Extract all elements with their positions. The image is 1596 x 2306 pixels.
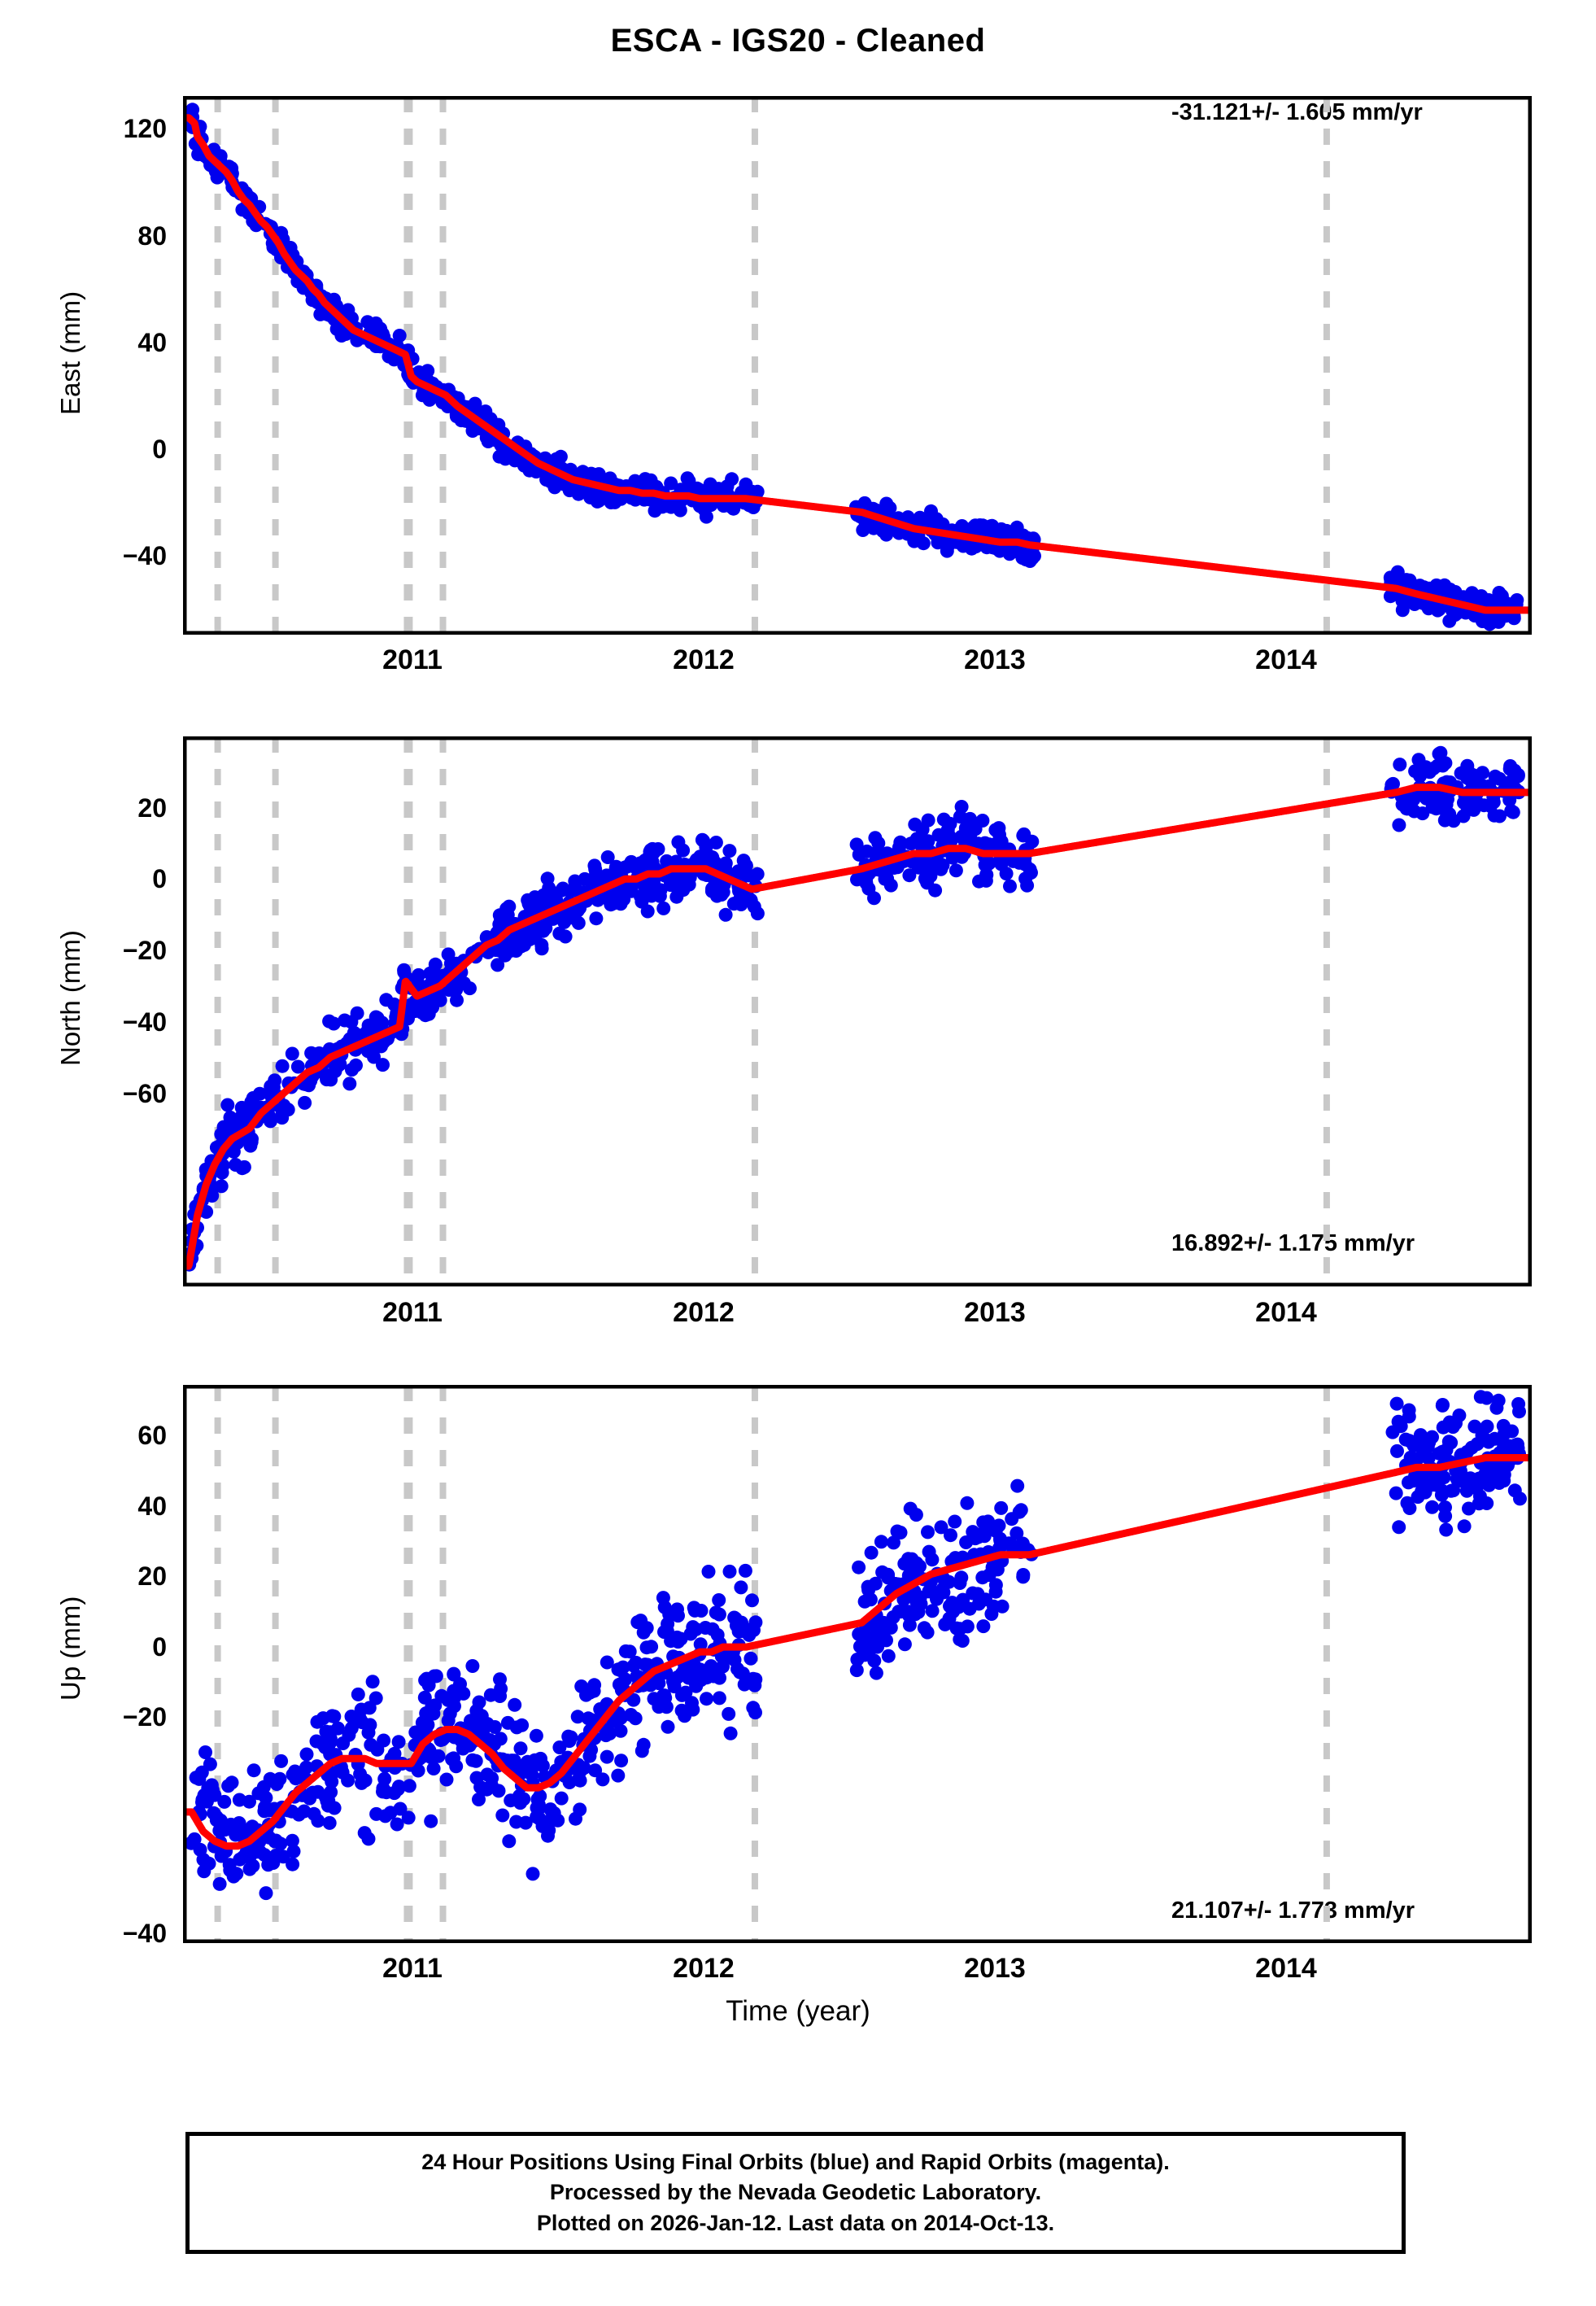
- east-xtick-2012: 2012: [673, 644, 735, 675]
- east-panel: [183, 96, 1532, 635]
- north-xtick-2011: 2011: [382, 1297, 443, 1328]
- up-ytick-m40: −40: [122, 1919, 167, 1948]
- footer-line-3: Plotted on 2026-Jan-12. Last data on 201…: [536, 2210, 1055, 2235]
- east-ytick-m40: −40: [122, 541, 167, 570]
- east-ytick-40: 40: [137, 328, 167, 357]
- north-rate-label: 16.892+/- 1.175 mm/yr: [1171, 1230, 1415, 1256]
- north-ytick-m40: −40: [122, 1007, 167, 1037]
- north-xtick-2013: 2013: [964, 1297, 1026, 1328]
- east-ytick-0: 0: [152, 435, 167, 464]
- north-xtick-2014: 2014: [1255, 1297, 1317, 1328]
- up-ytick-20: 20: [137, 1561, 167, 1591]
- east-plot-area: [183, 96, 1532, 635]
- footer-line-1: 24 Hour Positions Using Final Orbits (bl…: [421, 2150, 1170, 2175]
- north-ytick-20: 20: [137, 793, 167, 823]
- east-ytick-80: 80: [137, 221, 167, 251]
- up-xtick-2012: 2012: [673, 1953, 735, 1984]
- up-plot-area: [183, 1385, 1532, 1943]
- footer-line-2: Processed by the Nevada Geodetic Laborat…: [549, 2180, 1042, 2205]
- up-xtick-2014: 2014: [1255, 1953, 1317, 1984]
- up-panel: [183, 1385, 1532, 1943]
- east-xtick-2011: 2011: [382, 644, 443, 675]
- x-axis-title: Time (year): [726, 1995, 870, 2027]
- up-ytick-60: 60: [137, 1421, 167, 1450]
- up-rate-label: 21.107+/- 1.773 mm/yr: [1171, 1898, 1415, 1924]
- north-ytick-0: 0: [152, 864, 167, 893]
- up-ytick-40: 40: [137, 1491, 167, 1521]
- east-xtick-2014: 2014: [1255, 644, 1317, 675]
- east-ytick-120: 120: [123, 114, 167, 143]
- up-xtick-2013: 2013: [964, 1953, 1026, 1984]
- north-panel: [183, 736, 1532, 1286]
- east-rate-label: -31.121+/- 1.605 mm/yr: [1171, 99, 1423, 125]
- north-plot-area: [183, 736, 1532, 1286]
- up-xtick-2011: 2011: [382, 1953, 443, 1984]
- north-ytick-m20: −20: [122, 936, 167, 965]
- up-ytick-m20: −20: [122, 1702, 167, 1732]
- footer-caption-box: 24 Hour Positions Using Final Orbits (bl…: [185, 2132, 1406, 2254]
- north-xtick-2012: 2012: [673, 1297, 735, 1328]
- east-xtick-2013: 2013: [964, 644, 1026, 675]
- up-ytick-0: 0: [152, 1632, 167, 1662]
- page-title: ESCA - IGS20 - Cleaned: [610, 23, 986, 59]
- north-ytick-m60: −60: [122, 1079, 167, 1108]
